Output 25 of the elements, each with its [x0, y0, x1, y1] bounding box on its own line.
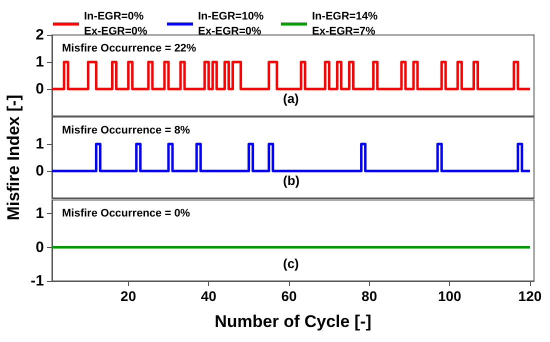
- x-tick-label: 60: [281, 288, 297, 304]
- annotation: (b): [283, 173, 300, 188]
- legend-label: In-EGR=0% Ex-EGR=0%: [84, 10, 148, 38]
- y-tick-label: -1: [30, 272, 44, 290]
- annotation: Misfire Occurrence = 0%: [62, 208, 190, 220]
- x-tick-label: 80: [362, 288, 378, 304]
- x-axis-title: Number of Cycle [-]: [214, 312, 372, 331]
- annotation: Misfire Occurrence = 8%: [62, 124, 190, 136]
- annotation: (c): [283, 256, 299, 271]
- y-tick-label: 0: [36, 162, 44, 180]
- y-tick-label: 1: [36, 205, 44, 222]
- annotation: Misfire Occurrence = 22%: [62, 42, 196, 54]
- x-tick-label: 120: [518, 288, 542, 304]
- x-tick-label: 40: [200, 288, 217, 304]
- y-tick-label: 1: [36, 54, 44, 70]
- y-tick-label: 0: [36, 80, 44, 98]
- y-tick-label: 0: [36, 238, 44, 256]
- y-tick-label: 1: [36, 136, 44, 152]
- x-tick-label: 100: [438, 288, 462, 304]
- legend-label: In-EGR=14% Ex-EGR=7%: [312, 10, 378, 38]
- legend-label: In-EGR=10% Ex-EGR=0%: [198, 10, 264, 38]
- y-tick-label: 2: [36, 26, 44, 44]
- annotation: (a): [283, 91, 299, 106]
- x-tick-label: 20: [120, 288, 136, 304]
- y-axis-title: Misfire Index [-]: [4, 94, 23, 220]
